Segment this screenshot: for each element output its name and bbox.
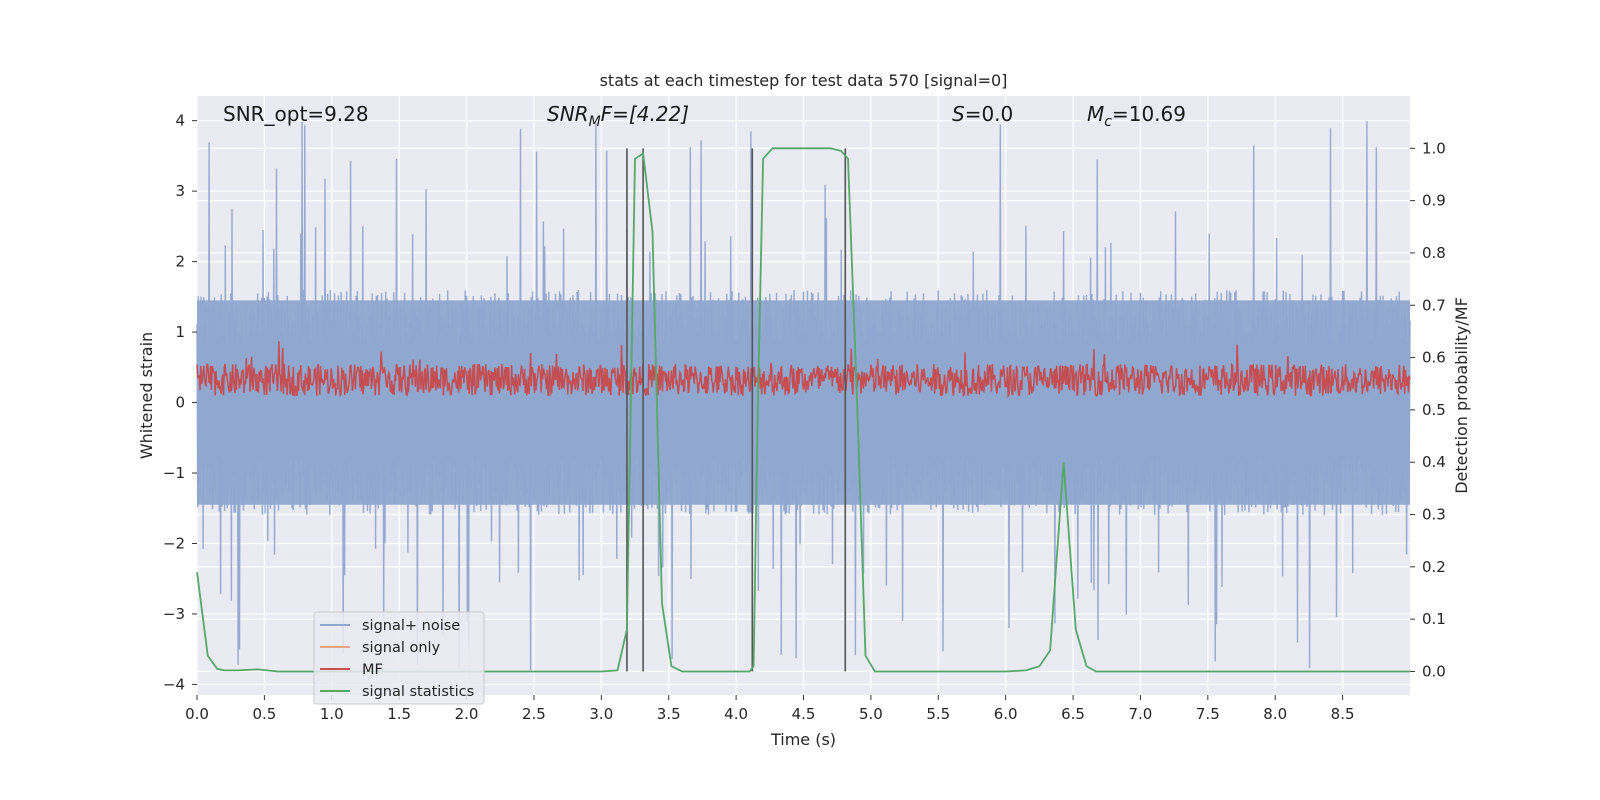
y2-tick-label: 0.9 [1422, 192, 1446, 210]
x-tick-label: 4.5 [792, 705, 816, 723]
x-tick-label: 3.0 [589, 705, 613, 723]
snr-mf-main: SNR [547, 102, 589, 126]
x-tick-label: 8.5 [1331, 705, 1355, 723]
tick-labels: 0.0 0.5 1.0 1.5 2.0 2.5 3.0 3.5 4.0 4.5 5.0 5.5 6.0 6… [163, 112, 1446, 723]
y2-tick-label: 0.1 [1422, 610, 1446, 628]
y-tick-label: −3 [163, 605, 185, 623]
y2-tick-label: 0.7 [1422, 296, 1446, 314]
legend-entry-mf: MF [362, 662, 383, 678]
y-tick-label: 4 [175, 112, 185, 130]
mc-sub: c [1104, 114, 1112, 130]
y-tick-label: 1 [175, 323, 185, 341]
y2-tick-label: 0.5 [1422, 401, 1446, 419]
y-axis-label: Whitened strain [137, 332, 156, 459]
y2-tick-label: 0.2 [1422, 558, 1446, 576]
y-tick-label: −1 [163, 464, 185, 482]
x-tick-label: 3.5 [657, 705, 681, 723]
x-tick-label: 1.0 [320, 705, 344, 723]
y-tick-label: 0 [175, 394, 185, 412]
chart-title: stats at each timestep for test data 570… [600, 71, 1008, 90]
x-tick-label: 1.5 [387, 705, 411, 723]
x-tick-label: 7.0 [1129, 705, 1153, 723]
x-tick-label: 2.0 [455, 705, 479, 723]
x-tick-label: 0.5 [252, 705, 276, 723]
mc-rest: =10.69 [1112, 102, 1186, 126]
snr-mf-sub: M [589, 114, 601, 130]
s-rest: =0.0 [965, 102, 1014, 126]
y2-tick-label: 0.6 [1422, 349, 1446, 367]
x-tick-label: 4.0 [724, 705, 748, 723]
snr-mf-annotation: SNRMF=[4.22] [547, 102, 689, 130]
mc-annotation: Mc=10.69 [1087, 102, 1186, 130]
legend-entry-signal-only: signal only [362, 640, 441, 656]
x-tick-label: 0.0 [185, 705, 209, 723]
mc-main: M [1087, 102, 1104, 126]
s-annotation: S=0.0 [952, 102, 1013, 126]
y-tick-label: −4 [163, 675, 185, 693]
x-axis-label: Time (s) [770, 730, 836, 749]
snr-mf-rest: F=[4.22] [601, 102, 689, 126]
y2-tick-label: 1.0 [1422, 139, 1446, 157]
signal-noise-series [196, 121, 1411, 671]
y2-axis-label: Detection probability/MF [1452, 297, 1471, 494]
legend-entry-signal-noise: signal+ noise [362, 618, 460, 634]
x-tick-label: 7.5 [1196, 705, 1220, 723]
mf-line [196, 341, 1411, 399]
x-tick-label: 5.5 [926, 705, 950, 723]
x-tick-label: 6.5 [1061, 705, 1085, 723]
snr-opt-annotation: SNR_opt=9.28 [223, 102, 369, 126]
y-tick-label: −2 [163, 534, 185, 552]
y2-tick-label: 0.4 [1422, 453, 1446, 471]
legend: signal+ noise signal only MF signal stat… [313, 611, 485, 705]
s-var: S [952, 102, 965, 126]
legend-entry-signal-statistics: signal statistics [362, 684, 474, 700]
x-tick-label: 2.5 [522, 705, 546, 723]
legend-box [313, 611, 485, 705]
y2-tick-label: 0.3 [1422, 506, 1446, 524]
y-tick-label: 2 [175, 253, 185, 271]
mf-series [196, 341, 1411, 399]
y-tick-label: 3 [175, 182, 185, 200]
x-tick-label: 6.0 [994, 705, 1018, 723]
x-tick-label: 5.0 [859, 705, 883, 723]
x-tick-label: 8.0 [1263, 705, 1287, 723]
y2-tick-label: 0.8 [1422, 244, 1446, 262]
signal-noise-core [197, 300, 1410, 505]
y2-tick-label: 0.0 [1422, 662, 1446, 680]
